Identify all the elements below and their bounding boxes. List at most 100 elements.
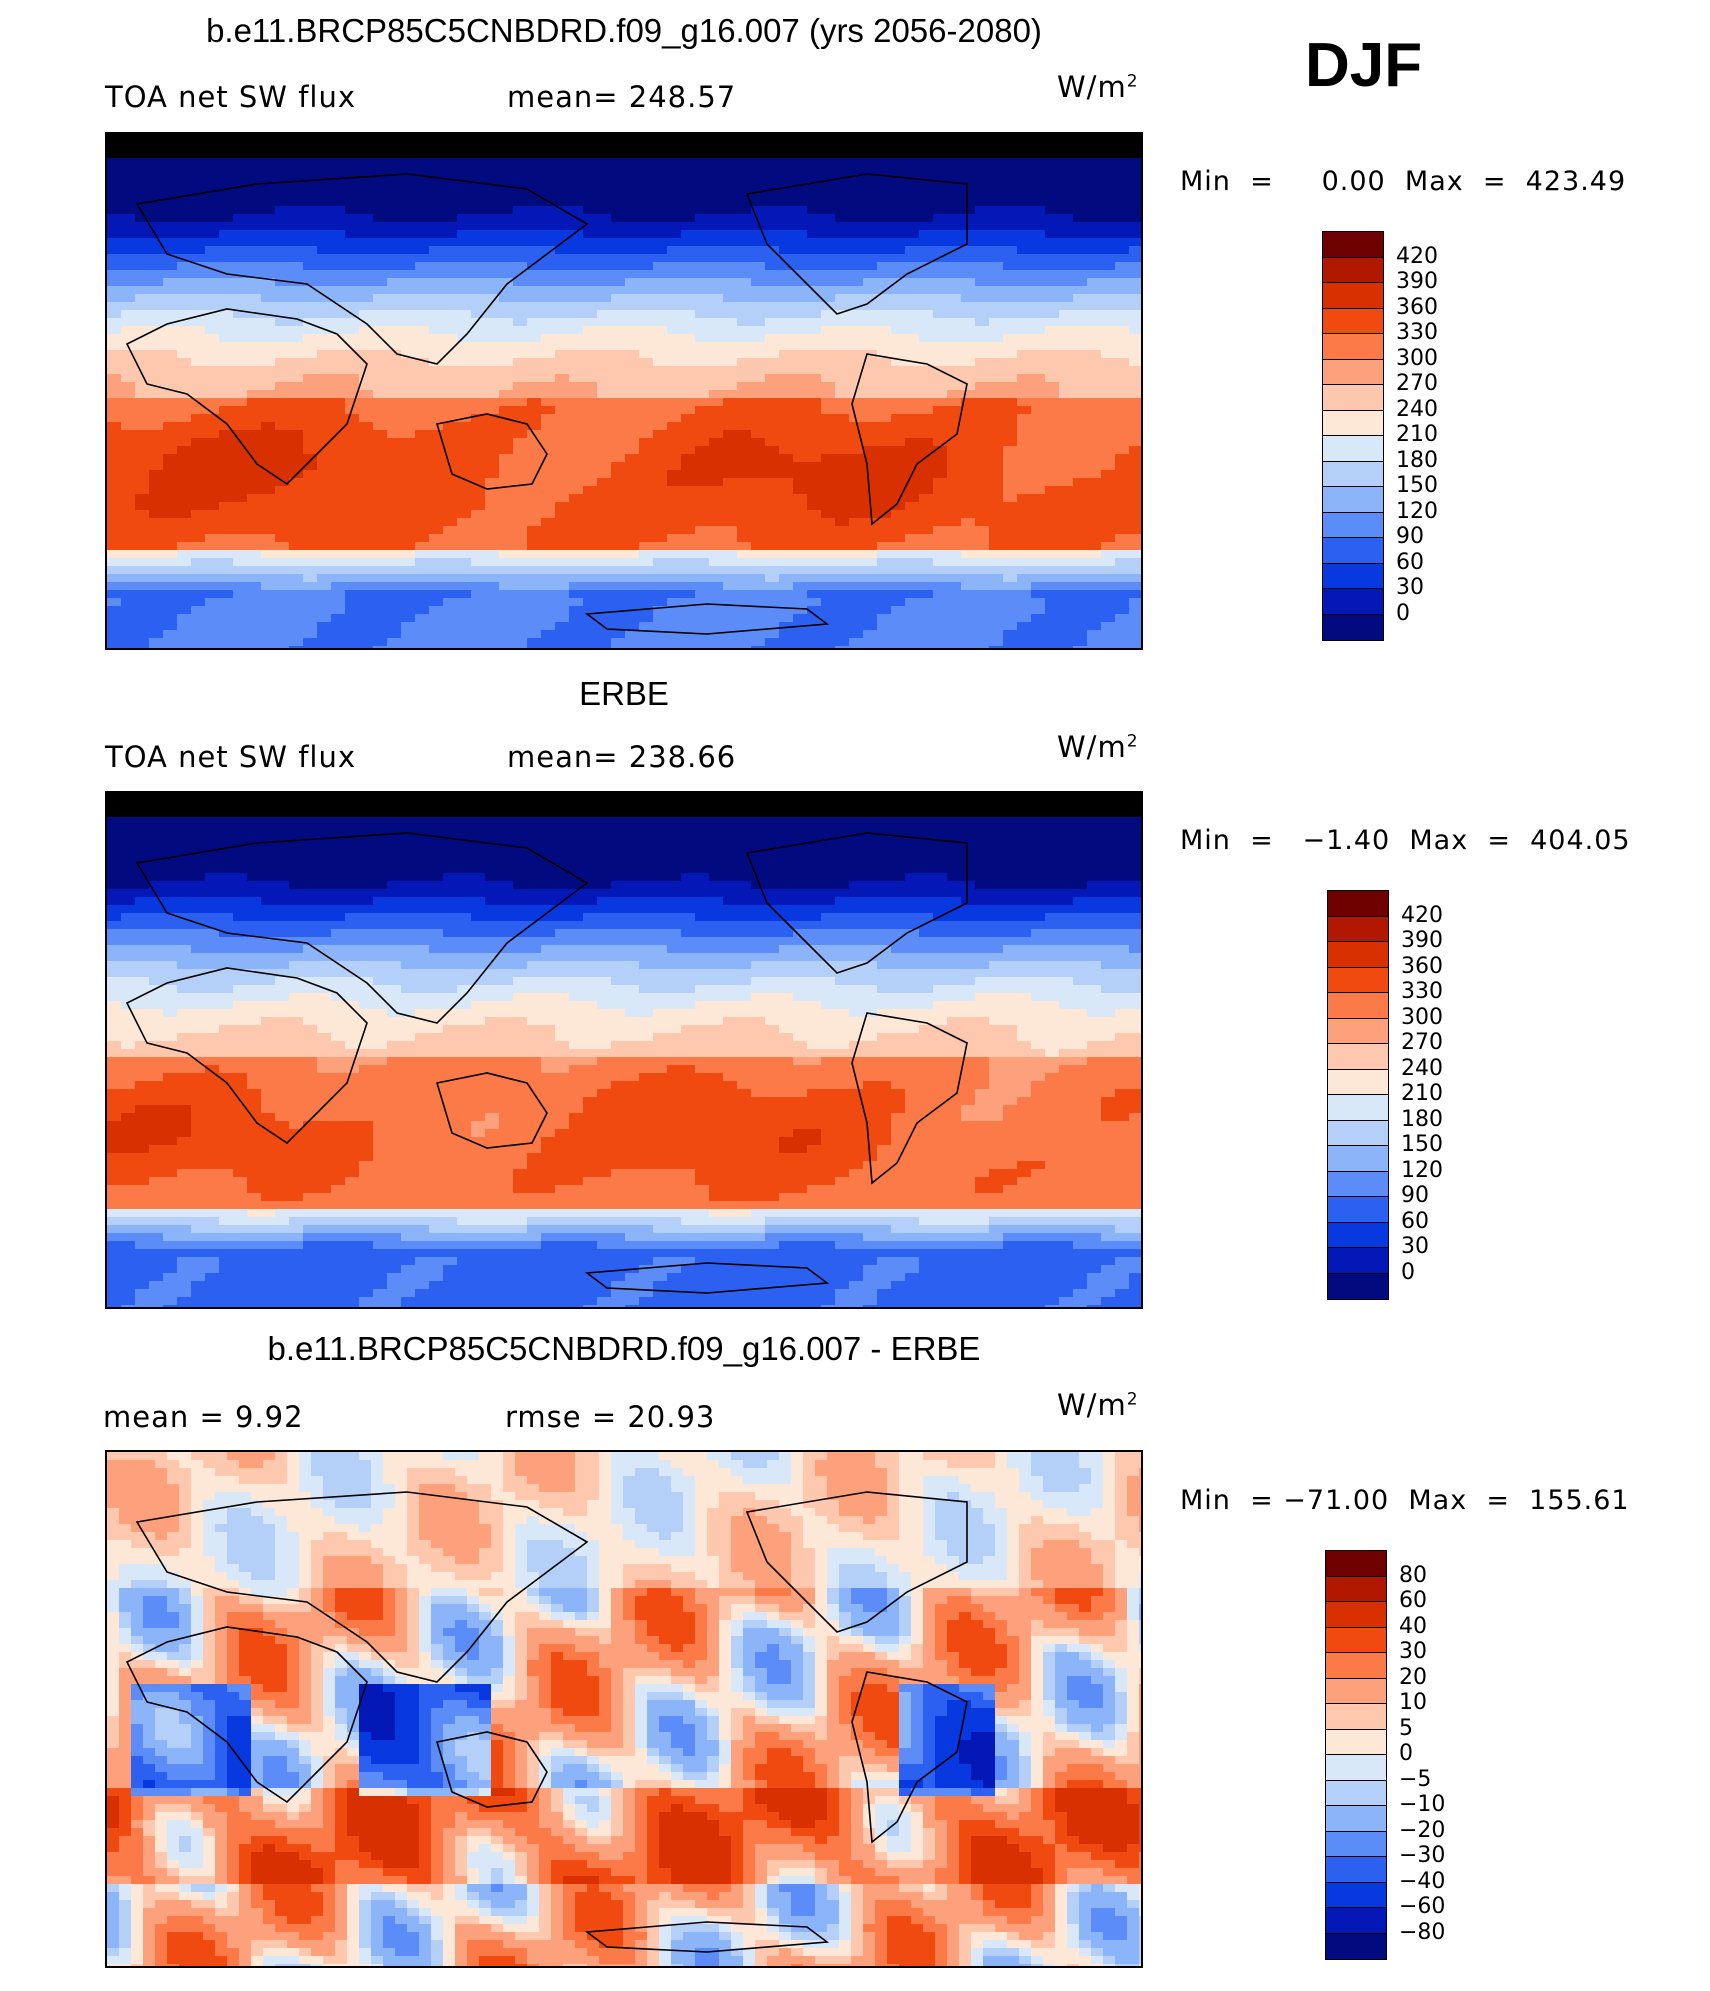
- coastline: [851, 1012, 968, 1185]
- colorbar-level-label: 30: [1399, 1639, 1427, 1664]
- colorbar-level-label: −10: [1399, 1792, 1446, 1817]
- colorbar-swatch: [1326, 1551, 1386, 1577]
- panel-1-units: W/m2: [1057, 70, 1139, 104]
- colorbar-swatch: [1323, 589, 1383, 615]
- colorbar-level-label: 240: [1396, 396, 1438, 422]
- colorbar-level-label: 210: [1401, 1081, 1443, 1106]
- panel-1-map: [105, 132, 1143, 650]
- colorbar-swatch: [1328, 1146, 1388, 1172]
- coastline: [745, 173, 968, 315]
- colorbar-swatch: [1323, 614, 1383, 640]
- colorbar-swatch: [1323, 487, 1383, 513]
- panel-3-map: [105, 1450, 1143, 1968]
- colorbar-level-label: 0: [1401, 1259, 1415, 1285]
- colorbar-swatch: [1328, 916, 1388, 942]
- colorbar-swatch: [1328, 1069, 1388, 1095]
- panel-2-variable-label: TOA net SW flux: [105, 740, 357, 774]
- coastline: [125, 967, 368, 1145]
- colorbar-level-label: 20: [1399, 1664, 1427, 1690]
- colorbar-level-label: 60: [1396, 549, 1424, 575]
- colorbar-level-label: 5: [1399, 1715, 1413, 1741]
- colorbar-level-label: 40: [1399, 1613, 1427, 1639]
- colorbar-level-label: 300: [1396, 345, 1438, 371]
- panel-3-units: W/m2: [1057, 1388, 1139, 1422]
- colorbar-level-label: 270: [1401, 1030, 1443, 1055]
- panel-3-rmse-label: rmse = 20.93: [505, 1400, 716, 1434]
- coastline: [125, 1626, 368, 1804]
- colorbar-swatch: [1323, 283, 1383, 309]
- colorbar-swatch: [1326, 1780, 1386, 1806]
- colorbar-level-label: 60: [1401, 1208, 1429, 1234]
- colorbar-swatch: [1326, 1908, 1386, 1934]
- coastline: [125, 308, 368, 486]
- colorbar-swatch: [1328, 1222, 1388, 1248]
- coastline: [584, 603, 830, 635]
- colorbar-swatch: [1326, 1576, 1386, 1602]
- colorbar-swatch: [1326, 1704, 1386, 1730]
- colorbar-swatch: [1323, 359, 1383, 385]
- colorbar-level-label: 90: [1396, 524, 1424, 549]
- coastline: [435, 413, 548, 490]
- panel-2-minmax: Min = −1.40 Max = 404.05: [1180, 825, 1631, 856]
- colorbar-swatch: [1323, 461, 1383, 487]
- colorbar-level-label: 150: [1396, 473, 1438, 498]
- colorbar-swatch: [1323, 563, 1383, 589]
- colorbar-level-label: 390: [1396, 269, 1438, 294]
- panel-2-map: [105, 791, 1143, 1309]
- colorbar-level-label: 10: [1399, 1690, 1427, 1715]
- field-contour-fill: [107, 134, 1141, 648]
- colorbar-swatch: [1326, 1857, 1386, 1883]
- colorbar-swatch: [1328, 942, 1388, 968]
- colorbar-swatch: [1326, 1755, 1386, 1781]
- coastline: [135, 1491, 589, 1683]
- colorbar-level-label: −20: [1399, 1817, 1446, 1843]
- colorbar-level-label: 60: [1399, 1588, 1427, 1613]
- colorbar-level-label: −80: [1399, 1919, 1446, 1945]
- difference-contour-fill: [107, 1452, 1141, 1966]
- colorbar-level-label: 270: [1396, 371, 1438, 396]
- colorbar-level-label: 330: [1396, 320, 1438, 345]
- season-label: DJF: [1305, 31, 1423, 100]
- colorbar-level-label: −40: [1399, 1868, 1446, 1894]
- coastline: [851, 353, 968, 526]
- colorbar-swatch: [1328, 1120, 1388, 1146]
- panel-1-title: b.e11.BRCP85C5CNBDRD.f09_g16.007 (yrs 20…: [206, 12, 1042, 49]
- colorbar-level-label: 0: [1399, 1741, 1413, 1766]
- colorbar-swatch: [1326, 1627, 1386, 1653]
- colorbar-level-label: 0: [1396, 600, 1410, 626]
- field-contour-fill: [107, 793, 1141, 1307]
- panel-2-title: ERBE: [579, 675, 669, 712]
- panel-2-mean-label: mean= 238.66: [507, 740, 737, 774]
- panel-3-title: b.e11.BRCP85C5CNBDRD.f09_g16.007 - ERBE: [267, 1330, 981, 1367]
- coastline: [135, 173, 589, 365]
- colorbar-swatch: [1323, 410, 1383, 436]
- coastline: [584, 1262, 830, 1294]
- colorbar-level-label: 360: [1401, 953, 1443, 979]
- panel-2-colorbar: [1327, 890, 1389, 1300]
- colorbar-level-label: 210: [1396, 422, 1438, 447]
- colorbar-level-label: 120: [1401, 1157, 1443, 1183]
- colorbar-level-label: 120: [1396, 498, 1438, 524]
- colorbar-swatch: [1326, 1933, 1386, 1959]
- colorbar-swatch: [1328, 1044, 1388, 1070]
- coastline: [745, 832, 968, 974]
- colorbar-swatch: [1323, 436, 1383, 462]
- colorbar-level-label: 360: [1396, 294, 1438, 320]
- coastline: [584, 1921, 830, 1953]
- colorbar-level-label: 150: [1401, 1132, 1443, 1157]
- colorbar-swatch: [1323, 308, 1383, 334]
- colorbar-swatch: [1328, 891, 1388, 917]
- colorbar-swatch: [1328, 1018, 1388, 1044]
- colorbar-swatch: [1328, 1197, 1388, 1223]
- panel-1-variable-label: TOA net SW flux: [105, 80, 357, 114]
- colorbar-swatch: [1323, 232, 1383, 258]
- colorbar-level-label: 300: [1401, 1004, 1443, 1030]
- colorbar-swatch: [1328, 1171, 1388, 1197]
- colorbar-swatch: [1323, 538, 1383, 564]
- coastline: [435, 1731, 548, 1808]
- coastline: [135, 832, 589, 1024]
- colorbar-swatch: [1323, 512, 1383, 538]
- panel-1-mean-label: mean= 248.57: [507, 80, 737, 114]
- colorbar-swatch: [1326, 1729, 1386, 1755]
- colorbar-swatch: [1323, 385, 1383, 411]
